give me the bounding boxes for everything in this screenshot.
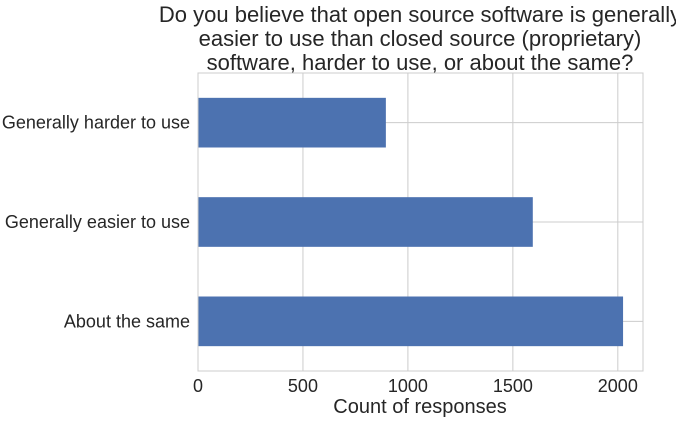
x-tick-label: 1500 <box>493 376 533 396</box>
x-tick-label: 1000 <box>388 376 428 396</box>
plot-frame <box>197 72 644 372</box>
y-tick-label: About the same <box>64 311 190 331</box>
x-tick-label: 500 <box>288 376 318 396</box>
x-axis-tick-labels: 0 500 1000 1500 2000 <box>193 376 638 396</box>
bar <box>198 296 624 347</box>
bar <box>198 97 386 148</box>
x-tick-label: 2000 <box>598 376 638 396</box>
chart-title: Do you believe that open source software… <box>159 2 676 75</box>
y-tick-label: Generally easier to use <box>5 212 190 232</box>
y-axis-tick-labels: Generally harder to use Generally easier … <box>2 113 190 332</box>
chart-title-line-1: Do you believe that open source software… <box>159 2 676 27</box>
bars <box>198 97 624 347</box>
x-tick-label: 0 <box>193 376 203 396</box>
y-tick-label: Generally harder to use <box>2 113 190 133</box>
bar <box>198 197 533 247</box>
chart-title-line-2: easier to use than closed source (propri… <box>199 26 642 51</box>
chart-title-line-3: software, harder to use, or about the sa… <box>207 50 634 75</box>
x-axis-label: Count of responses <box>333 396 506 418</box>
